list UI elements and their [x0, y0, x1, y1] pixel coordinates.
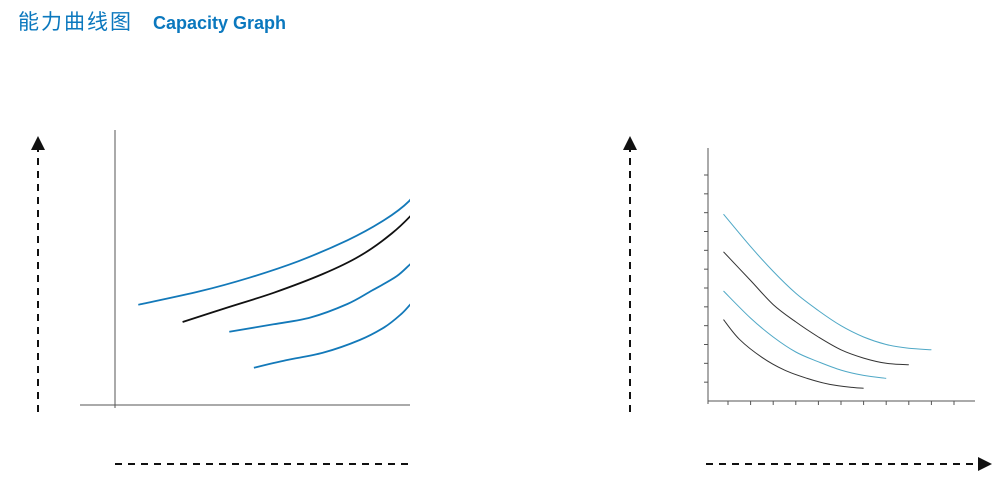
- page-title-cn: 能力曲线图: [18, 10, 133, 34]
- series-line-stc-200b: [723, 251, 909, 366]
- series-line-stc-250b: [138, 198, 410, 306]
- series-line-stc-110b: [253, 303, 410, 369]
- page-header: 能力曲线图 Capacity Graph: [18, 6, 286, 36]
- series-line-stc-250b: [723, 213, 932, 351]
- series-line-stc-200b: [182, 215, 410, 323]
- series-line-stc-160b: [229, 263, 410, 333]
- series-line-stc-160b: [723, 290, 887, 379]
- page-title-en: Capacity Graph: [153, 13, 287, 33]
- capacity-chart-left: [31, 130, 410, 465]
- capacity-chart-right: [623, 136, 992, 471]
- series-line-stc-100b: [723, 319, 864, 389]
